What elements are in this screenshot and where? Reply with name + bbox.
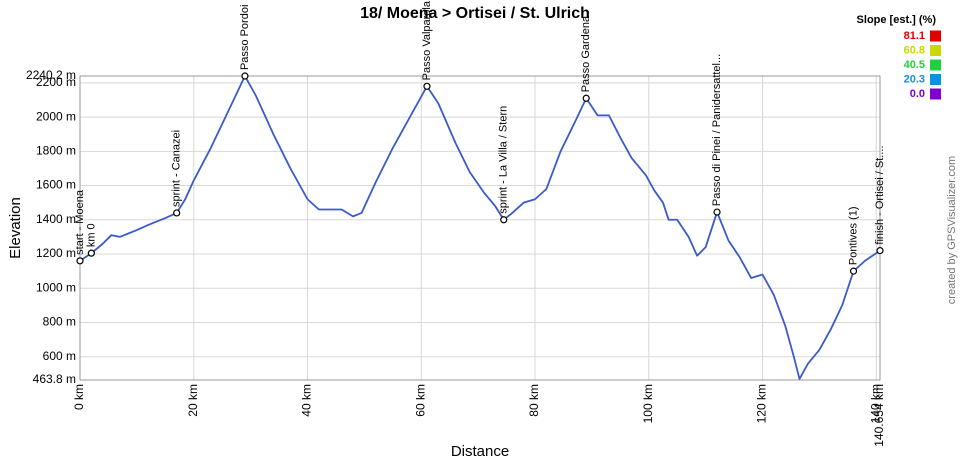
waypoint-marker	[87, 249, 95, 257]
waypoint-label: Pontives (1)	[847, 206, 859, 265]
credit: created by GPSVisualizer.com	[946, 156, 958, 304]
waypoint-label: sprint - La Villa / Stern	[498, 106, 510, 214]
legend-value: 0.0	[910, 88, 925, 100]
waypoint-label: Passo di Pinei / Panidersattel...	[711, 54, 723, 206]
waypoint-marker	[500, 216, 508, 224]
x-axis-label: Distance	[451, 443, 509, 460]
y-tick-label: 1000 m	[36, 280, 76, 294]
waypoint-marker	[876, 246, 884, 255]
x-tick-label: 140.654 km	[872, 384, 886, 447]
waypoint-marker	[173, 209, 181, 217]
y-tick-label: 2240.2 m	[26, 68, 76, 82]
waypoint-label: start - Moena	[74, 189, 86, 255]
plot-frame	[79, 75, 881, 381]
y-tick-label: 2200 m	[36, 75, 76, 89]
legend-swatch	[930, 45, 941, 56]
legend-swatch	[930, 74, 941, 85]
waypoint-label: sprint - Canazei	[171, 130, 183, 207]
x-tick-label: 20 km	[186, 384, 200, 417]
y-tick-label: 800 m	[43, 315, 76, 329]
x-tick-label: 80 km	[527, 384, 541, 417]
y-tick-label: 1200 m	[36, 246, 76, 260]
waypoint-label: finish - Ortisei / St....	[874, 146, 886, 245]
waypoint-marker	[849, 267, 858, 275]
x-tick-label: 120 km	[755, 384, 769, 423]
legend-swatch	[930, 59, 941, 71]
legend-value: 20.3	[904, 73, 925, 85]
legend-title: Slope [est.] (%)	[857, 14, 937, 26]
x-tick-label: 40 km	[300, 384, 314, 417]
x-tick-label: 60 km	[413, 384, 427, 417]
legend-swatch	[930, 88, 941, 100]
legend-swatch	[930, 30, 941, 42]
y-tick-label: 1800 m	[36, 144, 76, 158]
legend-value: 81.1	[904, 30, 925, 42]
y-tick-label: 1600 m	[36, 178, 76, 192]
elevation-line	[79, 75, 881, 380]
x-tick-label: 0 km	[72, 384, 86, 410]
y-tick-label: 2000 m	[36, 109, 76, 123]
chart-title: 18/ Moena > Ortisei / St. Ulrich	[360, 5, 590, 22]
x-tick-label: 140 km	[868, 384, 882, 423]
y-tick-label: 463.8 m	[33, 372, 76, 386]
waypoint-marker	[76, 257, 84, 265]
x-tick-label: 100 km	[641, 384, 655, 423]
y-tick-label: 1400 m	[36, 212, 76, 226]
waypoint-label: Passo Gardena	[580, 15, 592, 92]
y-tick-label: 600 m	[43, 349, 76, 363]
waypoint-label: Passo Pordoi	[239, 5, 251, 70]
legend-value: 40.5	[904, 59, 925, 71]
legend-value: 60.8	[904, 44, 925, 56]
waypoint-label: Passo Valparola	[421, 0, 433, 80]
waypoint-marker	[713, 208, 721, 216]
waypoint-marker	[423, 82, 431, 90]
waypoint-marker	[582, 94, 590, 102]
waypoint-marker	[241, 72, 249, 80]
waypoint-label: km 0	[85, 223, 97, 247]
y-axis-label: Elevation	[7, 197, 24, 259]
